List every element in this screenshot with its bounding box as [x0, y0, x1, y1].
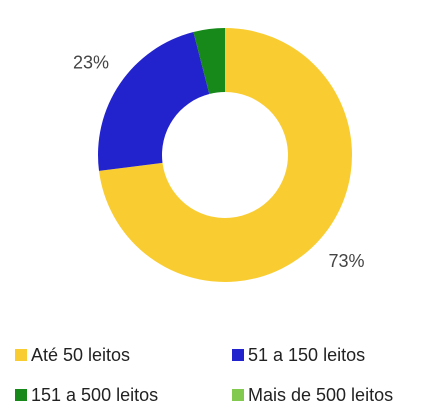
slice-label: 23% — [73, 53, 109, 73]
donut-slice — [98, 31, 210, 171]
legend-swatch — [232, 349, 244, 361]
legend-swatch — [232, 389, 244, 401]
donut-slice — [99, 28, 352, 282]
slice-label: 4% — [192, 0, 218, 3]
donut-slice — [193, 28, 225, 94]
slice-label: 73% — [329, 251, 365, 271]
legend-label: Até 50 leitos — [31, 345, 130, 365]
legend-label: 51 a 150 leitos — [248, 345, 365, 365]
legend-swatch — [15, 389, 27, 401]
legend-label: Mais de 500 leitos — [248, 385, 393, 405]
legend-label: 151 a 500 leitos — [31, 385, 158, 405]
legend-swatch — [15, 349, 27, 361]
